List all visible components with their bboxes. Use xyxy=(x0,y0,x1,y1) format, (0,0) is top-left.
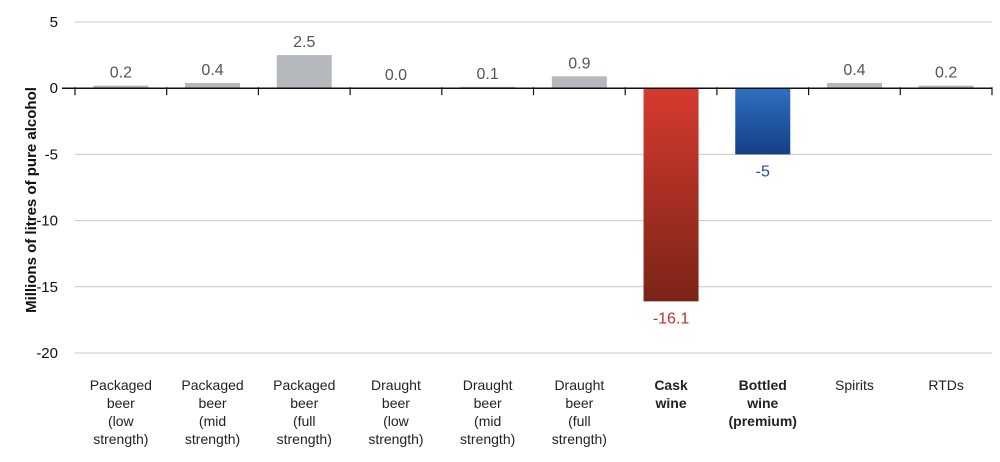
bars xyxy=(93,55,974,302)
x-tick-label: Draught beer (mid strength) xyxy=(460,377,515,447)
x-tick-label-line: (full xyxy=(293,413,316,429)
bar xyxy=(551,76,607,89)
x-tick-label-line: beer xyxy=(199,395,227,411)
bar xyxy=(735,88,791,155)
x-tick-label-line: Packaged xyxy=(181,377,243,393)
x-tick-label: Draught beer (low strength) xyxy=(368,377,423,447)
x-axis xyxy=(62,87,993,96)
value-labels: 0.2 0.4 2.5 0.0 0.1 0.9 -16.1 -5 0.4 0.2 xyxy=(110,34,958,327)
x-tick-label-line: strength) xyxy=(368,431,423,447)
data-label: 0.4 xyxy=(201,62,223,79)
y-tick-label: -15 xyxy=(36,279,58,296)
x-tick-label: RTDs xyxy=(928,377,964,393)
x-tick-label: Bottled wine (premium) xyxy=(729,377,797,429)
x-tick-label-line: (premium) xyxy=(729,413,797,429)
x-tick-label-line: beer xyxy=(565,395,593,411)
x-tick-label-line: RTDs xyxy=(928,377,964,393)
data-label: 2.5 xyxy=(293,34,315,51)
x-tick-label-line: (low xyxy=(108,413,135,429)
x-tick-label: Draught beer (full strength) xyxy=(552,377,607,447)
bar xyxy=(185,82,241,89)
x-tick-label-line: (full xyxy=(568,413,591,429)
data-label: 0.1 xyxy=(477,66,499,83)
x-tick-label: Packaged beer (full strength) xyxy=(273,377,335,447)
category-labels: Packaged beer (low strength) Packaged beer (mi… xyxy=(90,377,964,447)
bar xyxy=(826,82,882,89)
x-tick-label-line: beer xyxy=(382,395,410,411)
y-tick-label: 5 xyxy=(50,14,58,31)
bar xyxy=(918,85,974,89)
x-tick-label-line: Cask xyxy=(654,377,688,393)
x-tick-label-line: (mid xyxy=(474,413,501,429)
data-label: 0.4 xyxy=(843,62,865,79)
x-tick-label: Packaged beer (low strength) xyxy=(90,377,152,447)
data-label: -5 xyxy=(756,163,770,180)
x-tick-label-line: strength) xyxy=(93,431,148,447)
gridlines xyxy=(75,21,992,354)
y-tick-label: -20 xyxy=(36,345,58,362)
x-tick-label-line: strength) xyxy=(552,431,607,447)
x-tick-label-line: Draught xyxy=(554,377,604,393)
bar xyxy=(276,55,332,89)
data-label: 0.2 xyxy=(110,65,132,82)
y-axis-label: Millions of litres of pure alcohol xyxy=(23,87,40,313)
x-tick-label-line: beer xyxy=(474,395,502,411)
x-tick-label-line: wine xyxy=(746,395,778,411)
x-tick-label: Spirits xyxy=(835,377,874,393)
x-tick-label-line: Spirits xyxy=(835,377,874,393)
y-tick-label: -10 xyxy=(36,213,58,230)
y-tick-label: -5 xyxy=(45,146,58,163)
x-tick-label-line: beer xyxy=(290,395,318,411)
x-tick-label: Cask wine xyxy=(654,377,688,411)
bar xyxy=(93,85,149,89)
y-tick-label: 0 xyxy=(50,80,58,97)
data-label: -16.1 xyxy=(653,310,690,327)
x-tick-label-line: strength) xyxy=(460,431,515,447)
x-tick-label-line: strength) xyxy=(185,431,240,447)
x-tick-label-line: Draught xyxy=(371,377,421,393)
y-axis-ticks: 5 0 -5 -10 -15 -20 xyxy=(36,14,58,362)
x-tick-label-line: Draught xyxy=(463,377,513,393)
x-tick-label: Packaged beer (mid strength) xyxy=(181,377,243,447)
x-tick-label-line: beer xyxy=(107,395,135,411)
x-tick-label-line: Packaged xyxy=(90,377,152,393)
data-label: 0.9 xyxy=(568,55,590,72)
bar xyxy=(643,88,699,302)
x-tick-label-line: Bottled xyxy=(739,377,787,393)
data-label: 0.2 xyxy=(935,65,957,82)
x-tick-label-line: (mid xyxy=(199,413,226,429)
data-label: 0.0 xyxy=(385,67,407,84)
x-tick-label-line: (low xyxy=(383,413,410,429)
x-tick-label-line: strength) xyxy=(277,431,332,447)
x-tick-label-line: Packaged xyxy=(273,377,335,393)
x-tick-label-line: wine xyxy=(654,395,686,411)
